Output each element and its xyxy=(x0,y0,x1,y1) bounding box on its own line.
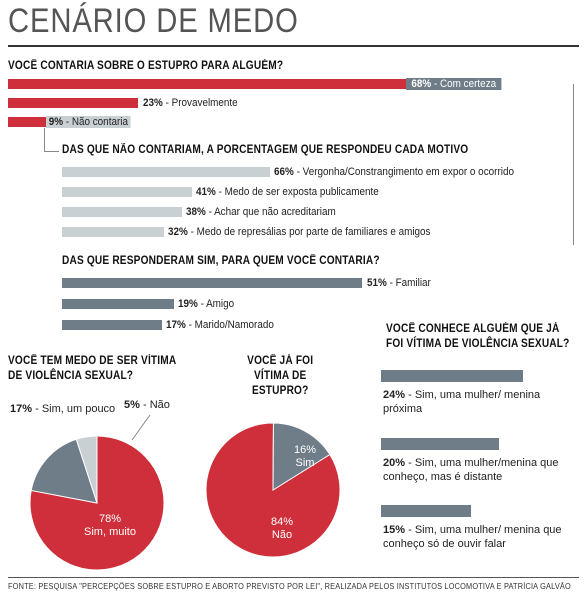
q1-bar-nao-contaria xyxy=(8,117,46,127)
pie1-slice-um-pouco xyxy=(30,438,98,504)
q1-label-provavelmente: 23% - Provavelmente xyxy=(143,97,238,109)
q1-label-nao-contaria: 9% - Não contaria xyxy=(46,116,131,128)
pie1-nao-leader xyxy=(131,414,151,441)
question-5-title: VOCÊ JÁ FOI VÍTIMA DE ESTUPRO? xyxy=(247,355,314,397)
q2-label-vergonha: 66% - Vergonha/Constrangimento em expor … xyxy=(274,166,514,178)
pie2-label-nao: 84% Não xyxy=(270,516,294,541)
pie2-label-sim: 16% Sim xyxy=(293,444,317,469)
q1-right-connector xyxy=(573,84,574,244)
q2-bar-nao-acreditariam xyxy=(62,207,182,217)
pie1-label-muito: 78% Sim, muito xyxy=(84,513,136,538)
q3-label-marido: 17% - Marido/Namorado xyxy=(166,319,274,331)
q3-label-amigo: 19% - Amigo xyxy=(178,298,235,310)
pie2-slice-sim xyxy=(272,422,331,491)
q2-bar-represalias xyxy=(62,227,164,237)
pie1-label-nao: 5% - Não xyxy=(124,399,170,411)
question-2-title: DAS QUE NÃO CONTARIAM, A PORCENTAGEM QUE… xyxy=(62,144,469,156)
pie1-slice-muito xyxy=(29,435,165,571)
q1-right-connector-end xyxy=(573,244,574,245)
q6-label-distante: 20% - Sim, uma mulher/menina que conheço… xyxy=(383,457,559,483)
q2-bar-exposta xyxy=(62,187,192,197)
q3-bar-marido xyxy=(62,320,162,330)
q2-label-nao-acreditariam: 38% - Achar que não acreditariam xyxy=(186,206,336,218)
page-title: CENÁRIO DE MEDO xyxy=(8,2,299,40)
q1-label-com-certeza: 68% - Com certeza xyxy=(406,78,502,90)
pie1-slice-nao xyxy=(75,435,98,504)
source-rule xyxy=(8,577,579,578)
q3-bar-familiar xyxy=(62,278,362,288)
question-6-title: VOCÊ CONHECE ALGUÉM QUE JÁ FOI VÍTIMA DE… xyxy=(386,323,570,350)
q1-connector xyxy=(44,128,59,152)
q1-bar-com-certeza xyxy=(8,79,406,89)
pie1-label-um-pouco: 17% - Sim, um pouco xyxy=(10,403,116,415)
q2-label-represalias: 32% - Medo de represálias por parte de f… xyxy=(168,226,431,238)
pie-2 xyxy=(205,422,341,558)
question-1-title: VOCÊ CONTARIA SOBRE O ESTUPRO PARA ALGUÉ… xyxy=(8,60,284,72)
q3-label-familiar: 51% - Familiar xyxy=(367,277,431,289)
q2-bar-vergonha xyxy=(62,167,270,177)
q6-bar-proxima xyxy=(381,370,523,382)
source-note: FONTE: PESQUISA "PERCEPÇÕES SOBRE ESTUPR… xyxy=(8,582,571,591)
q6-label-proxima: 24% - Sim, uma mulher/ menina próxima xyxy=(383,389,541,415)
q6-bar-distante xyxy=(381,438,499,450)
pie-1 xyxy=(29,435,165,571)
q6-bar-ouvir-falar xyxy=(381,505,471,517)
question-3-title: DAS QUE RESPONDERAM SIM, PARA QUEM VOCÊ … xyxy=(62,255,380,267)
q1-bar-provavelmente xyxy=(8,98,138,108)
q2-label-exposta: 41% - Medo de ser exposta publicamente xyxy=(196,186,379,198)
q3-bar-amigo xyxy=(62,299,174,309)
question-4-title: VOCÊ TEM MEDO DE SER VÍTIMA DE VIOLÊNCIA… xyxy=(8,355,176,382)
q6-label-ouvir-falar: 15% - Sim, uma mulher/ menina que conheç… xyxy=(383,524,562,550)
title-rule xyxy=(8,45,579,47)
